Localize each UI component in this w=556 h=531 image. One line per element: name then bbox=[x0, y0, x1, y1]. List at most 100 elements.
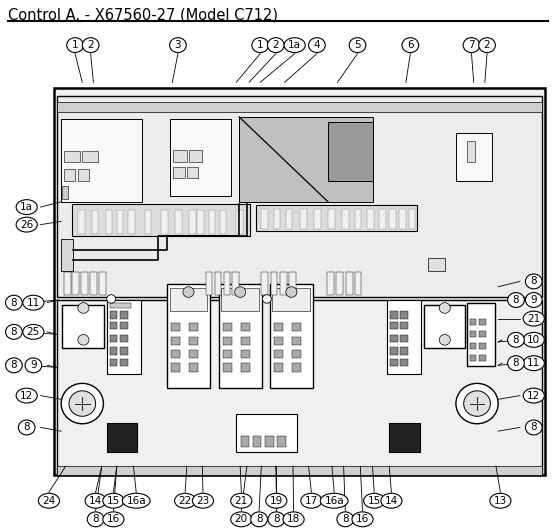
Bar bbox=[274, 350, 283, 358]
Ellipse shape bbox=[38, 493, 59, 508]
Bar bbox=[189, 210, 196, 234]
Bar bbox=[99, 272, 106, 295]
Bar bbox=[197, 210, 204, 234]
Bar bbox=[479, 355, 486, 361]
Bar bbox=[224, 272, 230, 295]
Bar bbox=[470, 343, 476, 349]
Bar bbox=[171, 350, 180, 358]
Text: 5: 5 bbox=[354, 40, 361, 50]
Ellipse shape bbox=[479, 38, 495, 53]
Text: 15: 15 bbox=[107, 496, 120, 506]
Text: 8: 8 bbox=[273, 515, 280, 524]
Bar bbox=[470, 355, 476, 361]
Bar bbox=[467, 141, 475, 162]
Bar bbox=[173, 150, 187, 162]
Ellipse shape bbox=[337, 512, 354, 527]
Ellipse shape bbox=[87, 512, 104, 527]
Ellipse shape bbox=[490, 493, 511, 508]
Text: 11: 11 bbox=[527, 358, 540, 368]
Bar bbox=[327, 272, 334, 295]
Bar bbox=[220, 210, 226, 234]
Bar bbox=[428, 258, 445, 271]
Bar bbox=[72, 272, 79, 295]
Ellipse shape bbox=[23, 324, 44, 339]
Bar bbox=[355, 209, 361, 229]
Ellipse shape bbox=[16, 217, 37, 232]
Text: 2: 2 bbox=[87, 40, 94, 50]
Bar bbox=[367, 209, 374, 229]
Ellipse shape bbox=[523, 311, 544, 326]
Text: 8: 8 bbox=[342, 515, 349, 524]
Bar bbox=[314, 209, 321, 229]
Ellipse shape bbox=[6, 295, 22, 310]
Bar bbox=[110, 347, 117, 355]
Ellipse shape bbox=[103, 493, 124, 508]
Bar bbox=[241, 363, 250, 372]
Bar bbox=[479, 343, 486, 349]
Bar bbox=[189, 323, 198, 331]
Circle shape bbox=[286, 287, 297, 297]
Bar bbox=[170, 288, 207, 311]
Bar bbox=[328, 209, 335, 229]
Text: 12: 12 bbox=[20, 391, 33, 400]
Ellipse shape bbox=[85, 493, 106, 508]
Bar bbox=[387, 300, 421, 374]
Text: 19: 19 bbox=[270, 496, 283, 506]
Text: 9: 9 bbox=[530, 295, 537, 305]
Text: 1: 1 bbox=[72, 40, 78, 50]
Bar bbox=[72, 204, 250, 236]
Bar bbox=[189, 150, 202, 162]
Ellipse shape bbox=[16, 200, 37, 215]
Text: 11: 11 bbox=[27, 298, 40, 307]
Ellipse shape bbox=[231, 493, 252, 508]
Ellipse shape bbox=[309, 38, 325, 53]
Ellipse shape bbox=[103, 512, 124, 527]
Bar bbox=[400, 311, 408, 319]
Text: 22: 22 bbox=[178, 496, 192, 506]
Text: 8: 8 bbox=[513, 335, 519, 345]
Bar bbox=[286, 209, 292, 229]
Bar bbox=[400, 335, 408, 342]
Text: 10: 10 bbox=[527, 335, 540, 345]
Bar bbox=[206, 272, 212, 295]
Circle shape bbox=[439, 335, 450, 345]
Bar bbox=[223, 337, 232, 345]
Bar bbox=[110, 311, 117, 319]
Bar bbox=[390, 335, 398, 342]
Text: 2: 2 bbox=[272, 40, 279, 50]
Text: Control A. - X67560-27 (Model C712): Control A. - X67560-27 (Model C712) bbox=[8, 8, 279, 23]
Bar bbox=[173, 167, 185, 178]
Bar bbox=[280, 272, 287, 295]
Bar bbox=[223, 323, 232, 331]
Bar bbox=[171, 337, 180, 345]
Bar bbox=[64, 169, 75, 181]
Bar bbox=[208, 210, 215, 234]
Bar bbox=[292, 363, 301, 372]
Text: 16a: 16a bbox=[324, 496, 344, 506]
Ellipse shape bbox=[231, 512, 252, 527]
Bar bbox=[272, 288, 310, 311]
Bar bbox=[270, 284, 313, 388]
Bar bbox=[470, 319, 476, 325]
Bar bbox=[219, 284, 262, 388]
Bar bbox=[342, 209, 349, 229]
Text: 8: 8 bbox=[513, 295, 519, 305]
Ellipse shape bbox=[252, 38, 269, 53]
Ellipse shape bbox=[283, 512, 304, 527]
Text: 16: 16 bbox=[107, 515, 120, 524]
Bar bbox=[390, 311, 398, 319]
Text: 9: 9 bbox=[30, 361, 37, 370]
Bar bbox=[336, 272, 343, 295]
Ellipse shape bbox=[402, 38, 419, 53]
Bar bbox=[328, 122, 373, 181]
Bar bbox=[117, 210, 123, 234]
Bar bbox=[400, 347, 408, 355]
Bar bbox=[271, 272, 277, 295]
Text: 16: 16 bbox=[356, 515, 369, 524]
Bar bbox=[62, 186, 68, 199]
Bar bbox=[61, 239, 73, 271]
Bar bbox=[221, 288, 259, 311]
Circle shape bbox=[439, 303, 450, 313]
Bar bbox=[241, 436, 249, 447]
Bar bbox=[64, 151, 80, 162]
